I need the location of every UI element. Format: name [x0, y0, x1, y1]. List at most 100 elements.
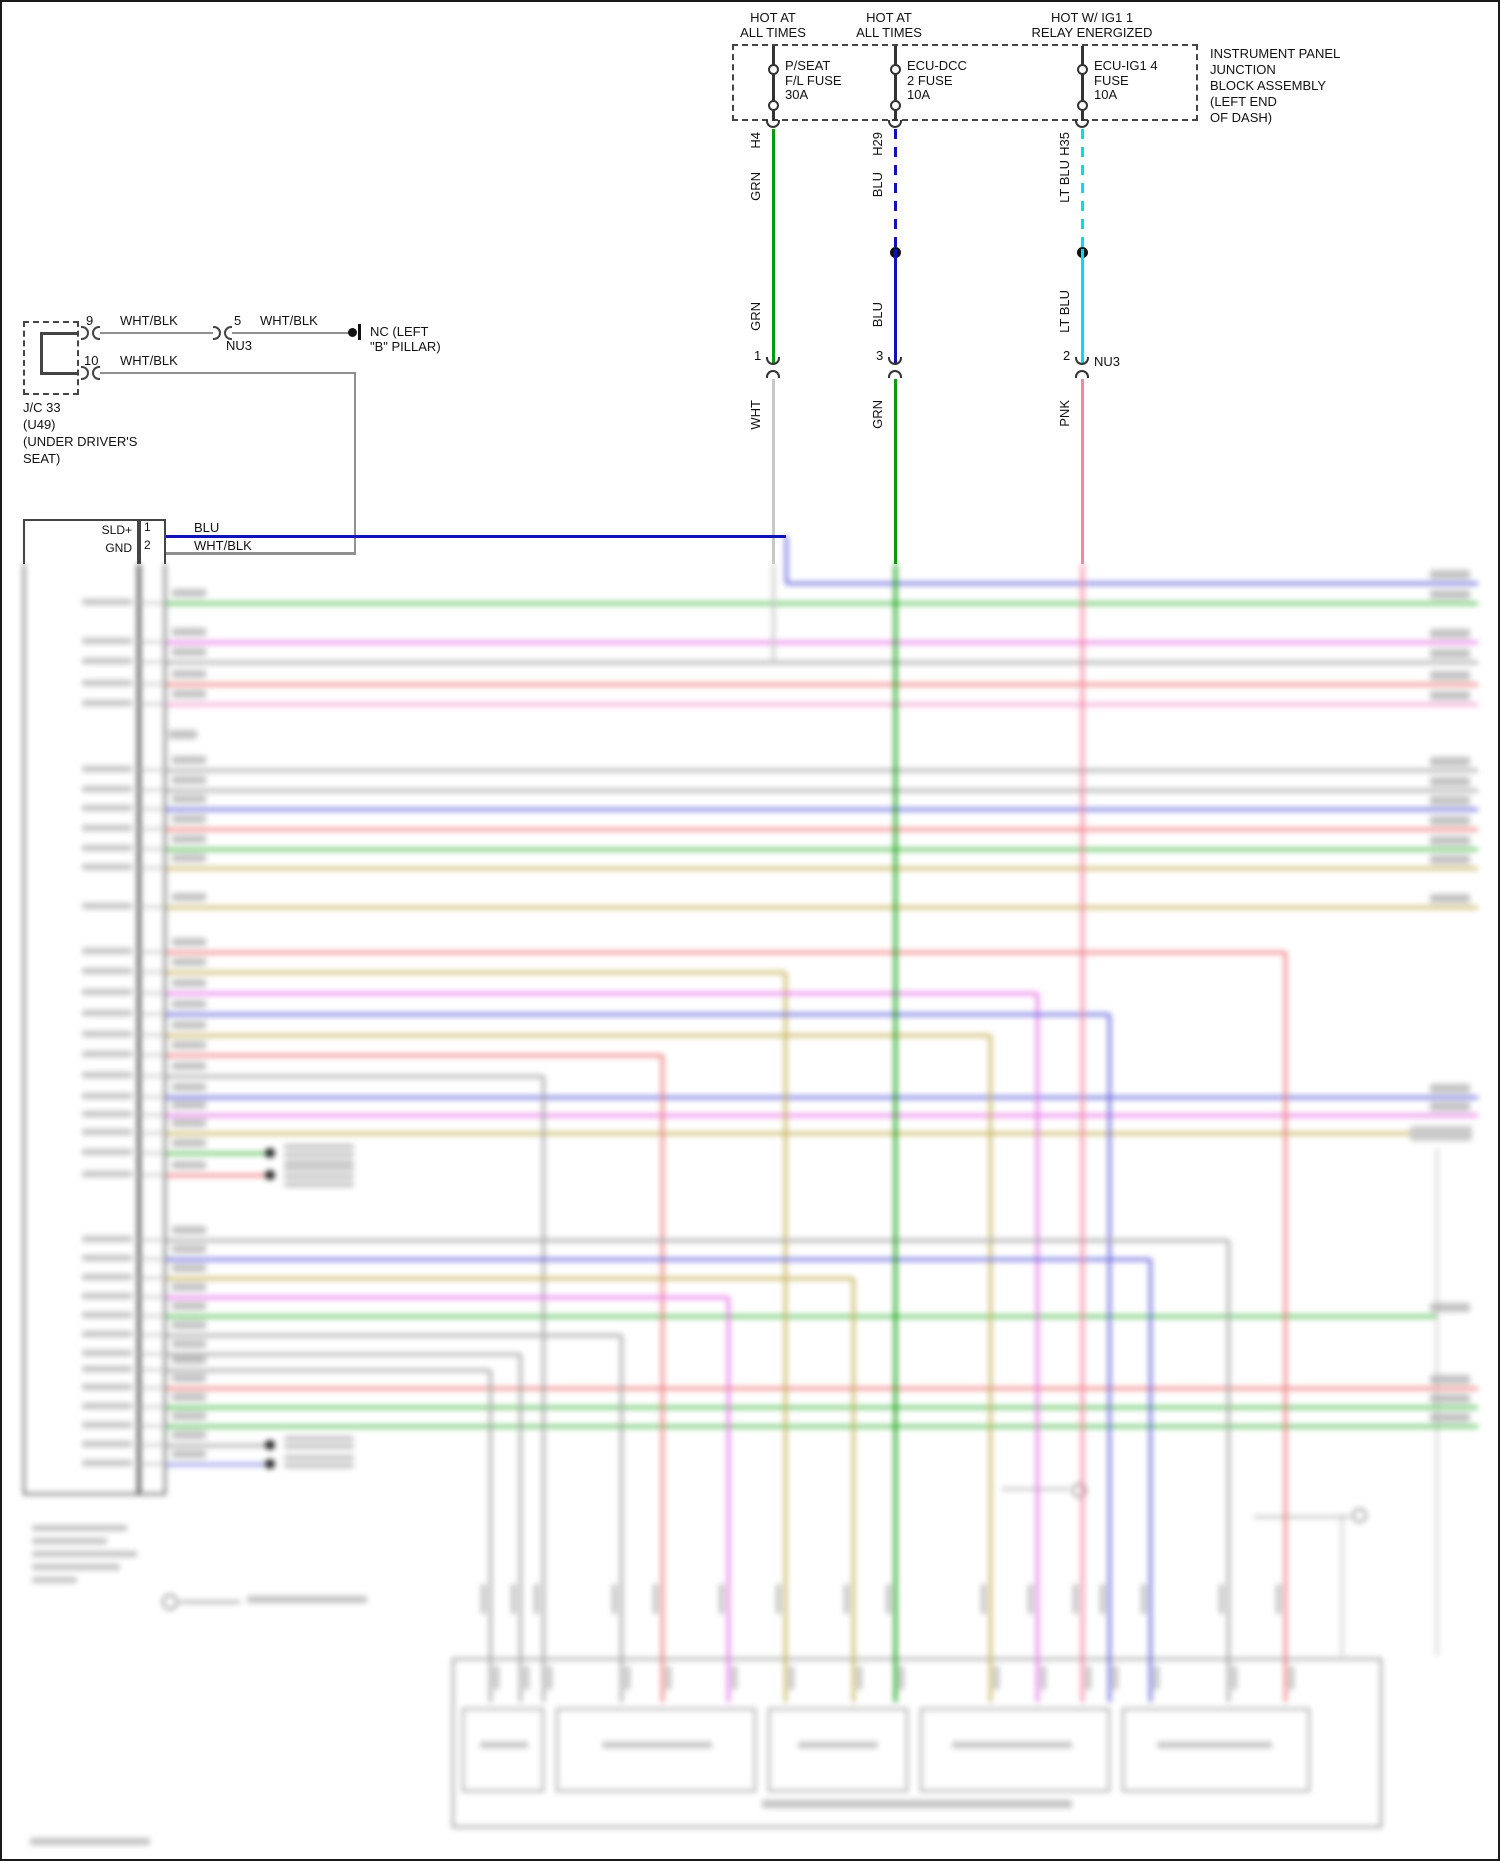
blurred-label [1430, 691, 1470, 700]
module-pin-name: GND [105, 541, 132, 555]
blurred-pin-tick [139, 951, 166, 953]
blurred-label [82, 1366, 132, 1372]
blurred-pin-tick [139, 1239, 166, 1241]
blurred-pin-tick [139, 661, 166, 663]
blurred-wire [166, 1443, 265, 1447]
blurred-label [1113, 1666, 1118, 1690]
blurred-label [82, 1460, 132, 1466]
connector-break [81, 366, 89, 380]
blurred-wire [1035, 993, 1039, 1702]
power-source-label-2: HOT AT ALL TIMES [856, 10, 922, 40]
blurred-wire [166, 1314, 1436, 1318]
wire-color-label: LT BLU [1057, 160, 1072, 203]
wire-color-label: GRN [748, 172, 763, 201]
blurred-wire [166, 682, 1478, 686]
blurred-label [172, 1000, 206, 1008]
blurred-wire [619, 1335, 623, 1702]
fuse-element [894, 74, 897, 102]
blurred-label [172, 854, 206, 862]
blurred-wire [488, 1370, 492, 1702]
blurred-label [82, 680, 132, 686]
module-box-lower [23, 564, 139, 1495]
blurred-label [1430, 649, 1470, 658]
blurred-label [1430, 1303, 1470, 1312]
blurred-pin-tick [139, 1387, 166, 1389]
blurred-wire [784, 536, 788, 583]
blurred-wire [166, 1033, 990, 1037]
blurred-text [247, 1596, 367, 1603]
power-source-label-1: HOT AT ALL TIMES [740, 10, 806, 40]
blurred-wire [771, 564, 775, 662]
blurred-wire [166, 1276, 853, 1280]
blurred-label [82, 1441, 132, 1447]
blurred-wire [166, 660, 1478, 664]
ground-lead [180, 1601, 240, 1603]
blurred-label [1430, 1084, 1470, 1093]
wire-color-label: PNK [1057, 400, 1072, 427]
blurred-pin-tick [139, 1444, 166, 1446]
blurred-pin-tick [139, 1034, 166, 1036]
blurred-pin-tick [139, 1096, 166, 1098]
blurred-pin-tick [139, 1258, 166, 1260]
blurred-text [952, 1742, 1072, 1748]
wire-color-label: WHT/BLK [120, 353, 178, 368]
blurred-label [172, 938, 206, 946]
blurred-label [82, 948, 132, 954]
blurred-pin-tick [139, 641, 166, 643]
jc33-pin-number: 9 [86, 313, 94, 328]
module-pin-number: 2 [144, 538, 151, 552]
blurred-label [1430, 836, 1470, 845]
blurred-label [82, 845, 132, 851]
blurred-wire [786, 581, 1478, 585]
blurred-text [32, 1564, 120, 1570]
blurred-label [524, 1666, 529, 1690]
connector-break [766, 120, 780, 128]
blurred-label [994, 1666, 999, 1690]
blurred-pin-tick [139, 1152, 166, 1154]
blurred-label [1086, 1666, 1091, 1690]
blurred-pin-tick [139, 1013, 166, 1015]
wire-color-label: BLU [870, 302, 885, 328]
blurred-pin-tick [139, 1174, 166, 1176]
blurred-text [480, 1742, 528, 1748]
blurred-pin-tick [139, 1369, 166, 1371]
blurred-label [284, 1436, 354, 1441]
bottom-sub-box [1122, 1708, 1310, 1792]
junction-pin-label: H35 [1057, 132, 1072, 156]
blurred-label [1430, 1394, 1470, 1403]
blurred-wire [166, 1368, 490, 1372]
blurred-wire [166, 1012, 1109, 1016]
jc33-name: J/C 33 (U49) (UNDER DRIVER'S SEAT) [23, 400, 138, 466]
bottom-sub-box [462, 1708, 544, 1792]
blurred-wire [166, 1151, 265, 1155]
connector-pin-number: 1 [754, 348, 762, 363]
blurred-text [762, 1800, 1072, 1808]
blurred-pin-tick [139, 971, 166, 973]
blurred-label [284, 1160, 354, 1165]
blurred-label [719, 1584, 724, 1614]
module-connector-strip [139, 564, 166, 1495]
fuse-label-1: P/SEAT F/L FUSE 30A [785, 58, 842, 102]
fuse-symbol [772, 46, 775, 66]
wire-color-label: GRN [870, 400, 885, 429]
blurred-label [172, 1393, 206, 1401]
nc-terminal-bar [358, 324, 361, 340]
blurred-label [284, 1166, 354, 1171]
bottom-sub-box [920, 1708, 1110, 1792]
blurred-label [1041, 1666, 1046, 1690]
blurred-wire [166, 601, 1478, 605]
fuse-lead [1081, 110, 1084, 121]
blurred-label [1430, 777, 1470, 786]
fuse-element [772, 74, 775, 102]
connector-circle [1072, 1483, 1087, 1498]
blurred-pin-tick [139, 848, 166, 850]
connector-break [81, 326, 89, 340]
blurred-wire [166, 827, 1478, 831]
module-pin-number: 1 [144, 520, 151, 534]
blurred-label [82, 1384, 132, 1390]
blurred-label [82, 1031, 132, 1037]
wire-ltblu-dashed [1080, 129, 1084, 249]
blurred-label [284, 1152, 354, 1157]
connector-break [888, 370, 902, 378]
wire-blu [893, 249, 897, 364]
